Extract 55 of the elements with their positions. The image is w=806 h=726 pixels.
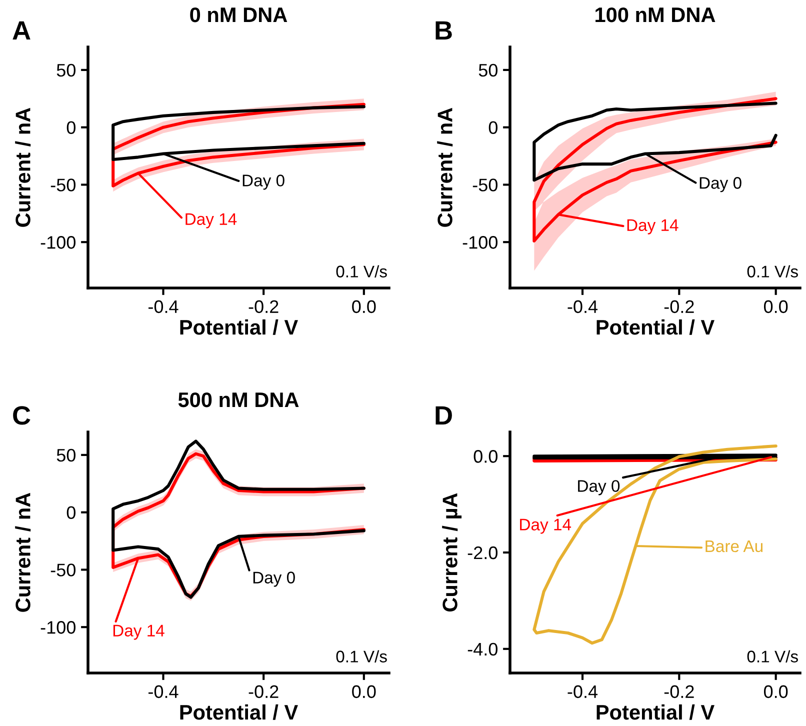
x-tick-label: 0.0 (352, 300, 376, 314)
y-tick-label: -50 (50, 564, 76, 576)
x-tick-label: -0.4 (568, 300, 598, 314)
legend-label: Day 0 (253, 572, 295, 587)
x-tick-label: -0.2 (248, 300, 278, 314)
y-tick-label: -100 (40, 621, 76, 634)
x-tick-label: 0.0 (764, 300, 788, 314)
annotation: 0.1 V/s (747, 265, 798, 278)
x-tick-label: -0.2 (664, 685, 694, 698)
y-tick-label: -4.0 (468, 642, 498, 656)
text: D (436, 406, 452, 425)
chart-title: 500 nM DNA (178, 392, 299, 408)
y-tick-label: 0.0 (474, 450, 498, 463)
x-axis-title: Potential / V (180, 704, 298, 720)
series-label: Day 0 (242, 174, 284, 190)
y-tick-label: 0 (488, 121, 498, 134)
x-tick-label: -0.2 (664, 300, 694, 314)
x-tick-label: -0.4 (568, 685, 598, 698)
x-axis-title: Potential / V (180, 319, 298, 335)
y-axis-title: Current / nA (437, 108, 453, 227)
y-tick-label: 0 (66, 506, 76, 520)
annotation: 0.1 V/s (336, 265, 387, 278)
y-axis-title: Current / µA (442, 493, 462, 612)
series-label: Day 0 (578, 480, 620, 496)
legend-label: Bare Au (706, 540, 762, 552)
x-tick-label: -0.2 (248, 685, 278, 698)
x-tick-label: 0.0 (352, 685, 376, 698)
y-tick-label: -100 (462, 236, 498, 249)
text: Day 14 (186, 213, 237, 228)
text: Day 14 (113, 624, 164, 640)
x-axis-title: Potential / V (596, 704, 714, 720)
y-axis-title: Current / nA (15, 492, 31, 612)
y-tick-label: -2.0 (468, 546, 498, 560)
chart-title: 100 nM DNA (596, 7, 716, 22)
y-tick-label: 0 (66, 121, 76, 134)
y-tick-label: 50 (56, 448, 76, 462)
annotation: 0.1 V/s (747, 650, 798, 662)
text: C (13, 406, 30, 425)
x-tick-label: -0.4 (148, 685, 178, 698)
y-tick-label: -50 (472, 178, 498, 192)
text: B (436, 21, 452, 40)
y-tick-label: 50 (56, 64, 76, 77)
text: A (12, 21, 30, 40)
x-tick-label: 0.0 (764, 685, 788, 698)
y-tick-label: 50 (478, 64, 498, 77)
y-tick-label: -100 (40, 236, 76, 249)
annotation: 0.1 V/s (336, 650, 387, 662)
chart-title: 0 nM DNA (190, 7, 288, 22)
x-tick-label: -0.4 (148, 300, 178, 314)
y-tick-label: -50 (50, 178, 76, 192)
text: Day 14 (520, 518, 572, 534)
legend-label: Day 14 (627, 219, 678, 234)
series-label: Day 0 (700, 177, 742, 192)
y-axis-title: Current / nA (15, 108, 31, 227)
x-axis-title: Potential / V (596, 319, 714, 335)
